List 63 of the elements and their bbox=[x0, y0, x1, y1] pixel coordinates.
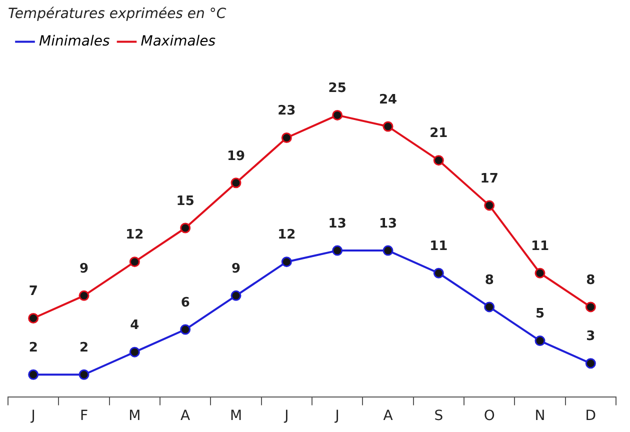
point bbox=[230, 178, 242, 188]
x-tick-label: J bbox=[334, 408, 340, 424]
x-tick-label: D bbox=[585, 408, 596, 424]
point bbox=[78, 369, 90, 380]
point bbox=[332, 245, 343, 256]
data-label: 11 bbox=[530, 238, 550, 254]
data-label: 23 bbox=[278, 104, 296, 119]
data-label: 9 bbox=[79, 262, 89, 277]
point bbox=[585, 302, 596, 312]
data-label: 3 bbox=[586, 329, 596, 344]
point bbox=[484, 302, 495, 312]
point bbox=[28, 369, 39, 380]
x-tick-label: J bbox=[30, 408, 36, 424]
x-tick-label: O bbox=[484, 408, 495, 424]
point bbox=[382, 245, 394, 256]
chart-title: Températures exprimées en °C bbox=[8, 6, 226, 22]
point bbox=[332, 110, 343, 120]
data-label: 7 bbox=[28, 284, 38, 300]
data-label: 24 bbox=[378, 92, 398, 108]
point bbox=[28, 312, 39, 324]
x-tick-label: M bbox=[128, 408, 141, 424]
data-label: 5 bbox=[535, 306, 545, 322]
point bbox=[433, 155, 444, 166]
x-tick-label: F bbox=[80, 408, 88, 424]
data-label: 8 bbox=[484, 272, 494, 288]
point bbox=[382, 121, 394, 132]
point bbox=[78, 290, 90, 301]
point bbox=[534, 268, 546, 278]
point bbox=[281, 256, 292, 268]
x-tick-label: S bbox=[434, 408, 444, 424]
x-tick-label: M bbox=[230, 408, 242, 424]
data-label: 9 bbox=[231, 262, 241, 277]
point bbox=[180, 222, 191, 234]
data-label: 12 bbox=[126, 228, 144, 243]
legend-label: Maximales bbox=[140, 33, 216, 50]
data-label: 8 bbox=[586, 272, 596, 288]
data-label: 13 bbox=[328, 216, 346, 232]
x-tick-label: A bbox=[180, 408, 191, 424]
legend-label: Minimales bbox=[39, 33, 110, 50]
data-label: 2 bbox=[79, 340, 89, 356]
data-label: 13 bbox=[378, 216, 398, 232]
x-tick-label: N bbox=[534, 408, 546, 424]
x-tick-label: A bbox=[383, 408, 394, 424]
point bbox=[534, 336, 546, 346]
point bbox=[180, 324, 191, 335]
point bbox=[129, 346, 140, 358]
data-label: 15 bbox=[176, 194, 194, 209]
point bbox=[281, 132, 292, 144]
data-label: 19 bbox=[226, 148, 246, 164]
data-label: 25 bbox=[328, 81, 346, 96]
point bbox=[129, 256, 140, 268]
point bbox=[230, 290, 242, 301]
data-label: 17 bbox=[480, 171, 498, 186]
x-tick-label: J bbox=[284, 408, 289, 424]
data-label: 2 bbox=[28, 340, 38, 356]
data-label: 6 bbox=[180, 295, 190, 310]
point bbox=[585, 358, 596, 369]
data-label: 4 bbox=[130, 318, 140, 333]
point bbox=[484, 200, 495, 211]
data-label: 21 bbox=[430, 126, 448, 142]
data-label: 12 bbox=[278, 228, 296, 243]
data-label: 11 bbox=[430, 238, 448, 254]
point bbox=[433, 268, 444, 278]
